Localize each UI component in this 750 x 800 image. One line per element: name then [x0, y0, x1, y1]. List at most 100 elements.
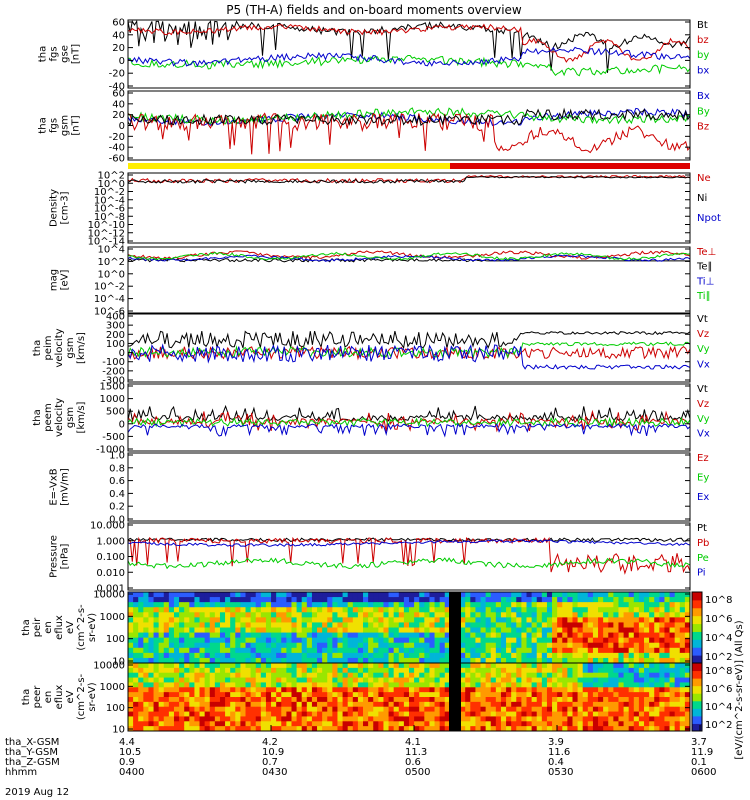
- spectrogram-cell: [439, 667, 446, 674]
- spectrogram-cell: [352, 721, 359, 727]
- spectrogram-cell: [209, 642, 216, 649]
- spectrogram-cell: [511, 597, 517, 603]
- spectrogram-cell: [398, 672, 405, 678]
- spectrogram-cell: [424, 726, 430, 732]
- spectrogram-cell: [480, 592, 487, 598]
- spectrogram-cell: [414, 632, 420, 639]
- spectrogram-cell: [271, 602, 277, 608]
- y-tick-label: 10^-6: [94, 307, 125, 318]
- spectrogram-cell: [490, 607, 497, 613]
- spectrogram-cell: [572, 677, 578, 683]
- spectrogram-cell: [608, 682, 614, 688]
- spectrogram-cell: [536, 697, 543, 703]
- spectrogram-cell: [342, 716, 349, 722]
- spectrogram-cell: [363, 597, 369, 603]
- spectrogram-cell: [245, 682, 252, 688]
- spectrogram-cell: [398, 667, 405, 674]
- spectrogram-cell: [301, 716, 308, 722]
- spectrogram-cell: [311, 642, 318, 649]
- spectrogram-cell: [526, 647, 533, 654]
- spectrogram-cell: [495, 677, 502, 683]
- spectrogram-cell: [500, 663, 507, 669]
- spectrogram-cell: [516, 672, 522, 678]
- spectrogram-cell: [311, 592, 318, 598]
- y-axis-label: fgs: [49, 46, 60, 61]
- spectrogram-cell: [439, 677, 446, 683]
- spectrogram-cell: [490, 692, 497, 698]
- spectrogram-cell: [240, 622, 246, 628]
- y-axis-label: velocity: [54, 328, 65, 367]
- spectrogram-cell: [546, 632, 553, 639]
- spectrogram-cell: [460, 667, 466, 674]
- spectrogram-cell: [465, 672, 471, 678]
- spectrogram-cell: [388, 602, 395, 608]
- spectrogram-cell: [255, 672, 262, 678]
- spectrogram-cell: [306, 612, 313, 618]
- spectrogram-cell: [168, 657, 175, 664]
- spectrogram-cell: [541, 612, 548, 618]
- spectrogram-cell: [337, 592, 343, 598]
- x-tick-label: 0.4: [548, 757, 564, 768]
- spectrogram-cell: [158, 647, 165, 654]
- spectrogram-cell: [214, 663, 221, 669]
- spectrogram-cell: [265, 642, 272, 649]
- spectrogram-cell: [388, 721, 395, 727]
- x-tick-label: 11.3: [405, 747, 427, 758]
- spectrogram-cell: [577, 697, 584, 703]
- y-tick-label: 10^-8: [94, 212, 125, 223]
- spectrogram-cell: [516, 711, 522, 717]
- spectrogram-cell: [490, 716, 497, 722]
- spectrogram-cell: [424, 672, 430, 678]
- spectrogram-cell: [194, 721, 200, 727]
- spectrogram-cell: [434, 716, 441, 722]
- spectrogram-cell: [546, 726, 553, 732]
- spectrogram-cell: [679, 726, 686, 732]
- spectrogram-cell: [153, 627, 160, 633]
- spectrogram-cell: [184, 663, 190, 669]
- spectrogram-cell: [409, 701, 415, 708]
- spectrogram-cell: [245, 652, 252, 659]
- spectrogram-cell: [403, 692, 410, 698]
- spectrogram-cell: [490, 721, 497, 727]
- spectrogram-cell: [311, 687, 318, 693]
- spectrogram-cell: [638, 642, 645, 649]
- spectrogram-cell: [153, 597, 160, 603]
- spectrogram-cell: [587, 721, 594, 727]
- spectrogram-cell: [444, 677, 451, 683]
- spectrogram-cell: [465, 652, 471, 659]
- spectrogram-cell: [419, 657, 425, 664]
- spectrogram-cell: [143, 706, 149, 712]
- spectrogram-cell: [301, 612, 308, 618]
- spectrogram-cell: [598, 697, 604, 703]
- spectrogram-cell: [587, 711, 594, 717]
- spectrogram-cell: [419, 692, 425, 698]
- spectrogram-cell: [470, 687, 476, 693]
- spectrogram-cell: [235, 682, 241, 688]
- spectrogram-cell: [373, 687, 379, 693]
- x-tick-label: 10.9: [262, 747, 284, 758]
- spectrogram-cell: [638, 692, 645, 698]
- spectrogram-cell: [664, 677, 670, 683]
- spectrogram-cell: [414, 682, 420, 688]
- spectrogram-cell: [429, 701, 435, 708]
- spectrogram-cell: [669, 706, 676, 712]
- spectrogram-cell: [444, 637, 451, 644]
- spectrogram-cell: [511, 632, 517, 639]
- spectrogram-cell: [526, 612, 533, 618]
- spectrogram-cell: [684, 642, 691, 649]
- spectrogram-cell: [567, 622, 573, 628]
- spectrogram-cell: [393, 697, 400, 703]
- spectrogram-cell: [179, 672, 185, 678]
- spectrogram-cell: [623, 711, 630, 717]
- spectrogram-cell: [189, 632, 195, 639]
- spectrogram-cell: [424, 667, 430, 674]
- spectrogram-cell: [128, 716, 134, 722]
- spectrogram-cell: [250, 637, 257, 644]
- spectrogram-cell: [633, 622, 640, 628]
- spectrogram-cell: [265, 672, 272, 678]
- spectrogram-cell: [603, 647, 609, 654]
- spectrogram-cell: [214, 597, 221, 603]
- spectrogram-cell: [659, 706, 665, 712]
- spectrogram-cell: [347, 672, 354, 678]
- spectrogram-cell: [398, 682, 405, 688]
